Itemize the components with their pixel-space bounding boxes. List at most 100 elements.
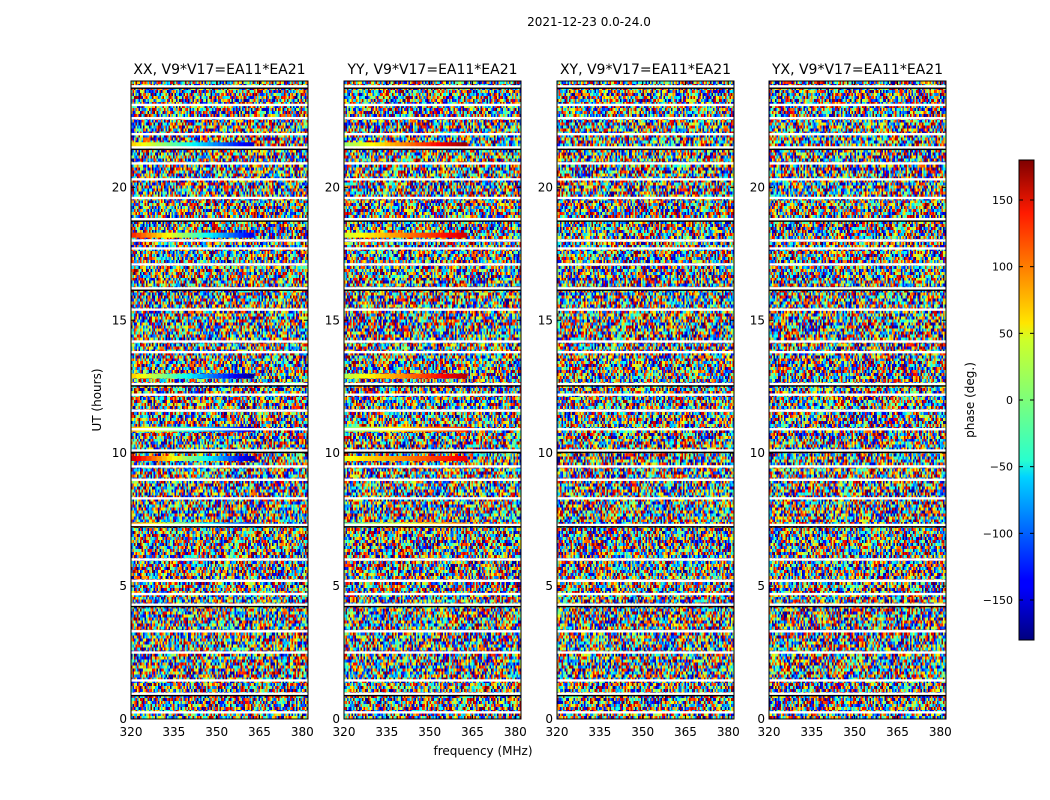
coherent-streak-segment (415, 455, 422, 461)
x-tick-label: 380 (504, 725, 527, 739)
flagged-row-edge (344, 148, 521, 151)
coherent-streak-segment (425, 142, 432, 148)
coherent-streak-segment (436, 232, 442, 238)
coherent-streak-segment (223, 455, 229, 461)
flagged-row (131, 630, 308, 633)
coherent-streak-segment (131, 455, 137, 461)
flagged-row (344, 465, 521, 468)
flagged-row (131, 287, 308, 290)
coherent-streak-segment (187, 142, 193, 148)
coherent-streak-segment (243, 373, 250, 379)
flagged-row (557, 263, 734, 266)
flagged-row-edge (769, 220, 946, 222)
flagged-row (769, 196, 946, 200)
flagged-row (557, 117, 734, 120)
coherent-streak-segment (349, 455, 355, 461)
coherent-streak-segment (395, 455, 401, 461)
panel-title: YX, V9*V17=EA11*EA21 (771, 62, 943, 78)
coherent-streak-segment (430, 232, 437, 238)
coherent-streak-segment (228, 232, 234, 238)
flagged-row-edge (131, 526, 308, 528)
flagged-row (131, 132, 308, 136)
coherent-streak-segment (217, 373, 224, 379)
flagged-row (131, 263, 308, 266)
flagged-row-edge (344, 289, 521, 291)
flagged-row (557, 350, 734, 354)
flagged-row (344, 239, 521, 242)
coherent-streak-segment (212, 373, 219, 379)
coherent-streak-segment (420, 232, 427, 238)
coherent-streak-segment (384, 455, 391, 461)
flagged-row-edge (769, 451, 946, 454)
coherent-streak-segment (136, 142, 142, 148)
coherent-streak-segment (192, 455, 199, 461)
y-tick-label: 10 (325, 446, 340, 460)
x-tick-label: 350 (631, 725, 654, 739)
coherent-streak-segment (415, 142, 422, 148)
coherent-streak-segment (349, 142, 355, 148)
coherent-streak-segment (390, 232, 396, 238)
y-tick-label: 0 (757, 712, 765, 726)
coherent-streak-segment (430, 142, 437, 148)
coherent-streak-segment (146, 232, 153, 238)
flagged-row (344, 308, 521, 311)
flagged-row (344, 340, 521, 343)
flagged-row (131, 449, 308, 452)
flagged-row-edge (344, 605, 521, 608)
colorbar-tick-label: 150 (992, 194, 1013, 207)
coherent-streak-segment (451, 455, 458, 461)
flagged-row (769, 350, 946, 354)
coherent-streak-segment (182, 142, 188, 148)
coherent-streak-segment (223, 373, 229, 379)
flagged-row (131, 247, 308, 250)
y-tick-label: 5 (332, 579, 340, 593)
flagged-row (557, 85, 734, 88)
flagged-row (344, 523, 521, 527)
coherent-streak-segment (354, 373, 360, 379)
coherent-streak-segment (243, 142, 250, 148)
coherent-streak-segment (141, 232, 147, 238)
coherent-streak-segment (146, 142, 153, 148)
flagged-row-edge (769, 605, 946, 608)
flagged-row (769, 428, 946, 431)
flagged-row (344, 651, 521, 654)
flagged-row (769, 497, 946, 500)
coherent-streak-segment (430, 455, 437, 461)
panel-title: XX, V9*V17=EA11*EA21 (133, 62, 305, 78)
flagged-row (131, 465, 308, 468)
flagged-row (131, 308, 308, 311)
coherent-streak-segment (141, 373, 147, 379)
figure-title: 2021-12-23 0.0-24.0 (527, 15, 651, 29)
y-tick-label: 10 (112, 446, 127, 460)
coherent-streak-segment (187, 232, 193, 238)
flagged-row-edge (131, 385, 308, 387)
flagged-row (344, 247, 521, 250)
x-tick-label: 365 (461, 725, 484, 739)
flagged-row (557, 103, 734, 107)
coherent-streak-segment (212, 455, 219, 461)
flagged-row-edge (557, 451, 734, 454)
flagged-row (131, 103, 308, 107)
flagged-row (131, 393, 308, 396)
flagged-row (131, 340, 308, 343)
flagged-row (131, 711, 308, 714)
y-tick-label: 5 (757, 579, 765, 593)
coherent-streak-segment (425, 232, 432, 238)
coherent-streak-segment (415, 232, 422, 238)
x-tick-label: 320 (333, 725, 356, 739)
panel-yx: YX, V9*V17=EA11*EA21 320 335 350 365 380 0 5 10 1… (750, 62, 952, 739)
coherent-streak-segment (456, 455, 463, 461)
coherent-streak-segment (395, 142, 401, 148)
coherent-streak-segment (344, 232, 350, 238)
coherent-streak-segment (151, 142, 158, 148)
colorbar-tick-label: −100 (983, 527, 1013, 540)
flagged-row (344, 592, 521, 596)
flagged-row (557, 497, 734, 500)
coherent-streak-segment (161, 373, 168, 379)
colorbar: 150 100 50 0 −50 −100 −150 phase (deg.) (963, 159, 1035, 641)
coherent-streak-segment (359, 232, 366, 238)
coherent-streak-segment (374, 232, 381, 238)
flagged-row-edge (557, 605, 734, 608)
flagged-row (557, 465, 734, 468)
coherent-streak-segment (202, 232, 209, 238)
